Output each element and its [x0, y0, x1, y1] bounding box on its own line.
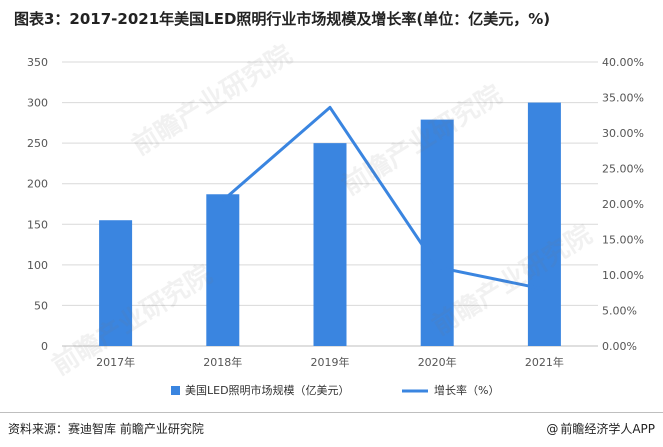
chart-title: 图表3：2017-2021年美国LED照明行业市场规模及增长率(单位：亿美元，%… — [14, 10, 551, 28]
x-tick-label: 2020年 — [418, 355, 457, 369]
chart-area: 0 50 100 150 200 250 300 350 0.00% 5.00% 10.00% 15.… — [0, 40, 663, 410]
brand-label: 前瞻经济学人APP — [560, 422, 655, 436]
legend-label-line: 增长率（%） — [434, 383, 499, 397]
bar — [99, 220, 133, 346]
x-tick-label: 2018年 — [203, 355, 242, 369]
legend-label-bar: 美国LED照明市场规模（亿美元） — [185, 383, 350, 397]
y-right-tick-label: 30.00% — [602, 127, 644, 140]
y-left-tick-label: 0 — [41, 340, 48, 353]
legend-swatch-bar — [171, 386, 180, 395]
y-left-tick-label: 250 — [27, 137, 48, 150]
footer-divider — [0, 412, 663, 413]
y-left-tick-label: 200 — [27, 178, 48, 191]
y-right-tick-label: 10.00% — [602, 269, 644, 282]
y-left-tick-label: 350 — [27, 56, 48, 69]
y-right-tick-label: 25.00% — [602, 163, 644, 176]
brand: @ 前瞻经济学人APP — [546, 420, 655, 437]
y-left-tick-label: 300 — [27, 97, 48, 110]
y-right-tick-label: 40.00% — [602, 56, 644, 69]
y-right-tick-label: 0.00% — [602, 340, 637, 353]
x-tick-label: 2021年 — [525, 355, 564, 369]
y-left-tick-label: 100 — [27, 259, 48, 272]
y-right-tick-label: 20.00% — [602, 198, 644, 211]
y-right-tick-label: 35.00% — [602, 92, 644, 105]
y-right-tick-label: 5.00% — [602, 305, 637, 318]
bar — [313, 143, 347, 346]
x-tick-label: 2017年 — [96, 355, 135, 369]
at-icon: @ — [546, 422, 559, 436]
y-right-tick-label: 15.00% — [602, 234, 644, 247]
y-left-tick-label: 50 — [34, 299, 48, 312]
bar — [206, 194, 240, 346]
x-tick-label: 2019年 — [311, 355, 350, 369]
combo-chart: 0 50 100 150 200 250 300 350 0.00% 5.00% 10.00% 15.… — [27, 56, 644, 397]
y-left-tick-label: 150 — [27, 218, 48, 231]
bar — [420, 119, 454, 347]
bar — [527, 102, 561, 346]
source-note: 资料来源：赛迪智库 前瞻产业研究院 — [8, 422, 204, 436]
growth-rate-line — [221, 105, 545, 291]
